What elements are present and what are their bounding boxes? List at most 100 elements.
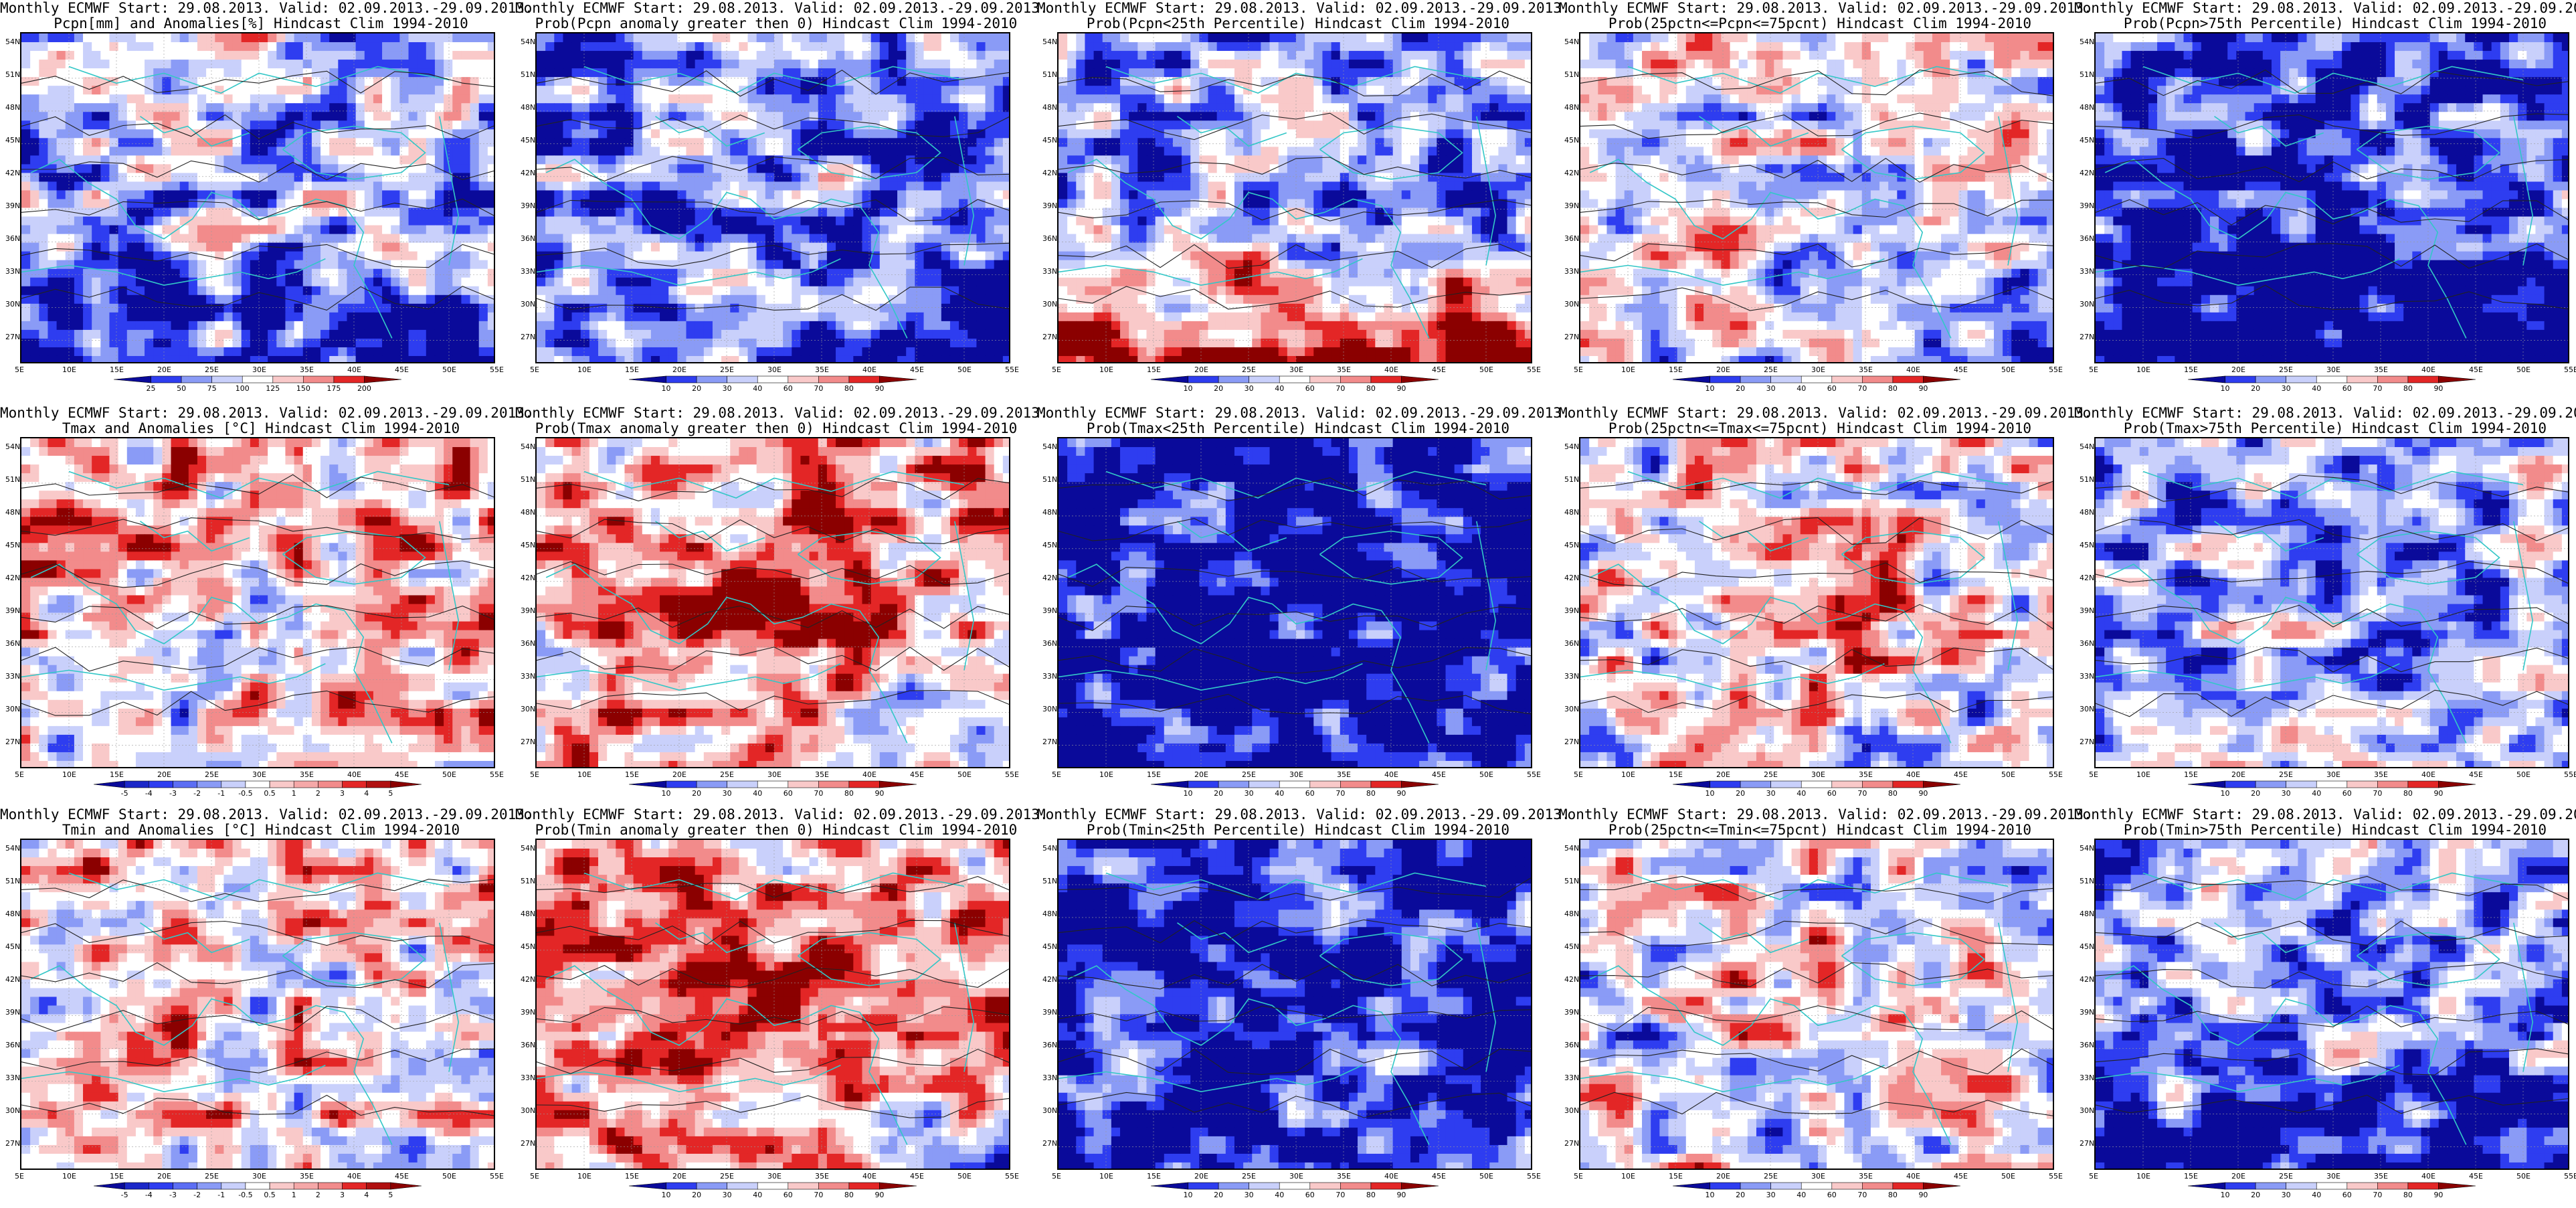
colorbar-segment bbox=[2286, 781, 2317, 788]
colorbar-segment bbox=[1310, 376, 1341, 383]
x-tick-label: 15E bbox=[1669, 770, 1683, 779]
colorbar-label: 60 bbox=[1827, 789, 1837, 798]
colorbar-label: 90 bbox=[1918, 789, 1928, 798]
x-tick-label: 55E bbox=[490, 365, 504, 374]
x-tick-label: 20E bbox=[2231, 770, 2245, 779]
colorbar-segment bbox=[666, 376, 697, 383]
y-tick-label: 42N bbox=[1564, 169, 1579, 177]
colorbar-segment bbox=[343, 1183, 367, 1189]
x-tick-label: 30E bbox=[767, 365, 781, 374]
y-tick-label: 33N bbox=[1042, 1073, 1057, 1082]
y-tick-label: 51N bbox=[521, 475, 535, 484]
colorbar-segment bbox=[1710, 781, 1741, 788]
colorbar-label: 75 bbox=[207, 384, 217, 393]
colorbar-segment bbox=[173, 781, 197, 788]
colorbar-label: 80 bbox=[2403, 789, 2413, 798]
map-field bbox=[2096, 33, 2569, 363]
panel-title: Monthly ECMWF Start: 29.08.2013. Valid: … bbox=[515, 1, 1037, 16]
x-tick-label: 35E bbox=[300, 1172, 314, 1181]
x-tick-label: 50E bbox=[1479, 770, 1493, 779]
x-tick-label: 50E bbox=[2516, 365, 2531, 374]
y-tick-label: 54N bbox=[5, 37, 20, 46]
y-tick-label: 48N bbox=[5, 508, 20, 517]
field-cells bbox=[21, 438, 495, 768]
x-tick-label: 30E bbox=[2326, 1172, 2340, 1181]
y-tick-label: 39N bbox=[1564, 606, 1579, 615]
colorbar-label: 20 bbox=[2251, 384, 2260, 393]
x-tick-label: 25E bbox=[2279, 365, 2293, 374]
x-tick-label: 45E bbox=[1954, 770, 1968, 779]
y-tick-label: 33N bbox=[5, 1073, 20, 1082]
map-plot-area bbox=[2094, 437, 2569, 768]
y-tick-label: 48N bbox=[1564, 508, 1579, 517]
x-tick-label: 15E bbox=[2184, 1172, 2198, 1181]
colorbar-segment bbox=[391, 781, 422, 788]
x-tick-label: 25E bbox=[1242, 1172, 1256, 1181]
y-tick-label: 36N bbox=[1042, 234, 1057, 243]
x-tick-label: 10E bbox=[577, 1172, 591, 1181]
x-tick-label: 35E bbox=[1859, 1172, 1873, 1181]
y-tick-label: 42N bbox=[1042, 169, 1057, 177]
y-tick-label: 48N bbox=[1042, 508, 1057, 517]
colorbar-label: 70 bbox=[814, 789, 823, 798]
colorbar-segment bbox=[1249, 376, 1280, 383]
colorbar-segment bbox=[1401, 781, 1439, 788]
x-tick-label: 5E bbox=[15, 770, 24, 779]
colorbar-label: 20 bbox=[1214, 789, 1223, 798]
y-tick-label: 27N bbox=[1042, 738, 1057, 746]
x-tick-label: 45E bbox=[910, 365, 924, 374]
y-tick-label: 39N bbox=[5, 606, 20, 615]
colorbar-label: 80 bbox=[844, 1191, 854, 1199]
y-tick-label: 54N bbox=[2080, 844, 2094, 853]
colorbar-label: 50 bbox=[177, 384, 186, 393]
panel-subtitle: Prob(Tmin anomaly greater then 0) Hindca… bbox=[515, 823, 1037, 838]
x-tick-label: 55E bbox=[2049, 365, 2063, 374]
colorbar-segment bbox=[2256, 1183, 2286, 1189]
colorbar-segment bbox=[1310, 781, 1341, 788]
y-tick-label: 36N bbox=[1042, 1041, 1057, 1049]
colorbar-segment bbox=[1801, 376, 1832, 383]
colorbar-segment bbox=[879, 376, 917, 383]
colorbar-segment bbox=[2188, 781, 2225, 788]
x-tick-label: 5E bbox=[1052, 1172, 1061, 1181]
y-tick-label: 33N bbox=[1042, 672, 1057, 681]
x-tick-label: 10E bbox=[1621, 365, 1635, 374]
x-tick-label: 55E bbox=[1527, 1172, 1541, 1181]
map-plot-area bbox=[1579, 839, 2054, 1170]
colorbar-label: 30 bbox=[1245, 789, 1254, 798]
x-tick-label: 45E bbox=[1432, 1172, 1446, 1181]
colorbar-label: 30 bbox=[2282, 1191, 2291, 1199]
field-cells bbox=[2096, 438, 2569, 768]
colorbar-segment bbox=[1218, 376, 1249, 383]
colorbar-label: 20 bbox=[2251, 789, 2260, 798]
y-tick-label: 45N bbox=[521, 942, 535, 951]
x-tick-label: 50E bbox=[442, 1172, 456, 1181]
map-panel: Monthly ECMWF Start: 29.08.2013. Valid: … bbox=[1037, 0, 1559, 402]
y-tick-label: 33N bbox=[521, 267, 535, 276]
y-tick-label: 51N bbox=[521, 70, 535, 79]
field-cells bbox=[1059, 33, 1532, 363]
colorbar-segment bbox=[334, 376, 365, 383]
colorbar-segment bbox=[2408, 1183, 2439, 1189]
x-tick-label: 35E bbox=[300, 365, 314, 374]
colorbar-label: 30 bbox=[723, 384, 732, 393]
y-tick-label: 36N bbox=[1564, 639, 1579, 648]
y-tick-label: 48N bbox=[1564, 103, 1579, 112]
colorbar-segment bbox=[757, 781, 788, 788]
x-tick-label: 40E bbox=[2421, 770, 2435, 779]
colorbar-segment bbox=[1771, 781, 1802, 788]
colorbar-segment bbox=[849, 1183, 880, 1189]
y-tick-label: 27N bbox=[1564, 333, 1579, 341]
x-tick-label: 45E bbox=[395, 1172, 409, 1181]
colorbar-segment bbox=[879, 781, 917, 788]
y-tick-label: 39N bbox=[1042, 201, 1057, 210]
colorbar-segment bbox=[629, 781, 666, 788]
field-cells bbox=[537, 33, 1010, 363]
x-tick-label: 40E bbox=[1906, 770, 1920, 779]
colorbar-segment bbox=[1923, 781, 1960, 788]
map-field bbox=[2096, 840, 2569, 1170]
map-field bbox=[21, 438, 495, 768]
y-tick-label: 45N bbox=[2080, 136, 2094, 145]
x-tick-label: 40E bbox=[862, 1172, 877, 1181]
colorbar-label: 90 bbox=[1918, 1191, 1928, 1199]
